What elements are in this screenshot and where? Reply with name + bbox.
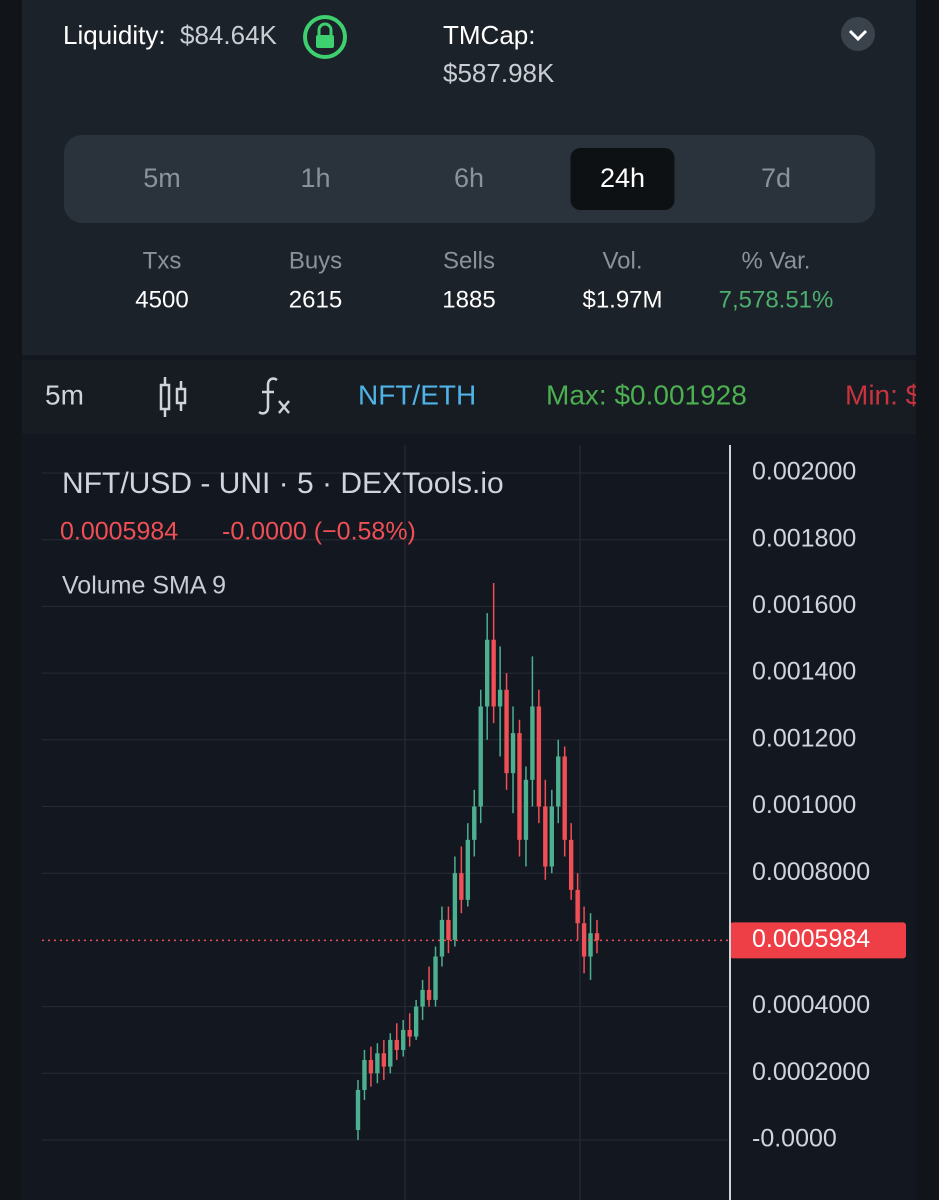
stat-label: Sells	[443, 247, 495, 274]
y-tick-label: 0.0002000	[752, 1058, 870, 1086]
indicators-icon[interactable]	[258, 377, 290, 415]
candle-body	[568, 839, 574, 890]
stat-label: % Var.	[742, 247, 811, 274]
liquidity-label: Liquidity:	[63, 20, 166, 50]
expand-button[interactable]	[841, 17, 875, 51]
y-tick-label: 0.001000	[752, 791, 856, 819]
candle-body	[549, 806, 554, 867]
max-price: Max: $0.001928	[546, 379, 747, 410]
timeframe-option[interactable]: 24h	[600, 163, 645, 193]
min-price: Min: $	[845, 379, 922, 410]
candle-body	[484, 639, 490, 707]
stat-value: 7,578.51%	[719, 286, 834, 313]
legend-change: -0.0000 (−0.58%)	[222, 518, 416, 546]
toolbar-clip: Min: $	[845, 379, 922, 410]
candle-body	[413, 1006, 419, 1037]
candle-body	[426, 989, 432, 1000]
candle-body	[368, 1059, 374, 1074]
candle-type-icon[interactable]	[159, 377, 187, 417]
candle-body	[543, 806, 548, 867]
candle-body	[497, 689, 503, 707]
stat-label: Txs	[143, 247, 182, 274]
pair-button[interactable]: NFT/ETH	[358, 379, 476, 410]
candle-body	[523, 779, 529, 840]
candle-body	[491, 639, 496, 707]
last-price-label: 0.0005984	[752, 925, 870, 953]
candle-body	[510, 733, 516, 774]
stat-value: $1.97M	[582, 286, 662, 313]
candle-body	[504, 689, 509, 774]
last-price-tag	[730, 922, 906, 959]
candle-body	[439, 919, 445, 957]
chart-title: NFT/USD - UNI · 5 · DEXTools.io	[62, 467, 504, 500]
stat-value: 2615	[289, 286, 342, 313]
y-tick-label: 0.0008000	[752, 858, 870, 886]
candle-body	[407, 1029, 412, 1037]
timeframe-option[interactable]: 5m	[143, 163, 181, 193]
y-tick-label: 0.001600	[752, 591, 856, 619]
tmcap-value: $587.98K	[443, 58, 555, 88]
lock-icon	[303, 15, 347, 59]
candle-body	[452, 873, 458, 940]
candle-body	[478, 706, 483, 807]
candle-body	[556, 756, 561, 807]
candle-body	[420, 989, 425, 1007]
chart-panel	[22, 355, 916, 1200]
candle-body	[575, 889, 580, 924]
candle-body	[581, 923, 587, 957]
stat-value: 4500	[135, 286, 188, 313]
candle-body	[594, 933, 600, 941]
candle-body	[588, 933, 593, 957]
tmcap-label: TMCap:	[443, 20, 535, 50]
candle-body	[362, 1059, 367, 1090]
candle-body	[465, 839, 471, 900]
legend-last-price: 0.0005984	[60, 518, 178, 546]
candle-body	[401, 1029, 406, 1050]
stat-label: Buys	[289, 247, 342, 274]
timeframe-selected	[570, 148, 675, 210]
y-tick-label: 0.0004000	[752, 991, 870, 1019]
candle-body	[355, 1089, 361, 1130]
y-tick-label: 0.002000	[752, 458, 856, 486]
timeframe-option[interactable]: 1h	[300, 163, 330, 193]
timeframe-option[interactable]: 7d	[761, 163, 791, 193]
stat-label: Vol.	[602, 247, 642, 274]
candle-body	[536, 706, 542, 807]
y-tick-label: -0.0000	[752, 1125, 837, 1153]
chart-toolbar	[22, 360, 916, 434]
stat-value: 1885	[442, 286, 495, 313]
candle-body	[433, 956, 438, 1000]
candle-body	[446, 919, 451, 940]
indicator-label: Volume SMA 9	[62, 572, 226, 600]
candle-body	[381, 1053, 387, 1067]
candle-body	[530, 706, 535, 780]
candle-body	[394, 1039, 399, 1050]
y-tick-label: 0.001200	[752, 724, 856, 752]
candle-body	[517, 733, 522, 840]
y-tick-label: 0.001400	[752, 658, 856, 686]
candle-body	[472, 806, 477, 840]
candle-body	[388, 1039, 393, 1067]
y-tick-label: 0.001800	[752, 524, 856, 552]
liquidity-value: $84.64K	[180, 20, 278, 50]
timeframe-option[interactable]: 6h	[454, 163, 484, 193]
candle-body	[375, 1053, 380, 1074]
interval-button[interactable]: 5m	[45, 379, 84, 410]
candle-body	[562, 756, 567, 840]
candle-body	[459, 873, 464, 900]
